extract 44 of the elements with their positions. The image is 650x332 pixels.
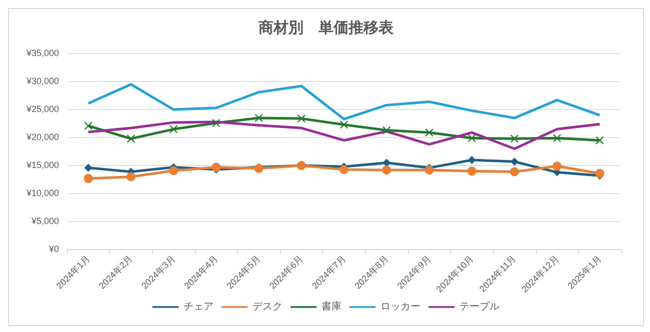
point <box>552 162 562 171</box>
point <box>169 166 178 176</box>
line-series <box>87 83 601 120</box>
point <box>510 134 518 143</box>
y-tick-label: ¥20,000 <box>25 132 59 142</box>
point <box>126 134 135 143</box>
point <box>84 174 93 183</box>
point <box>468 156 476 164</box>
y-tick-label: ¥30,000 <box>25 76 59 86</box>
legend-label: デスク <box>252 302 282 312</box>
point <box>510 158 518 166</box>
point <box>467 166 476 176</box>
point <box>424 166 434 175</box>
point <box>297 114 306 123</box>
point <box>84 122 92 130</box>
y-tick-label: ¥35,000 <box>25 48 59 58</box>
legend-label: ロッカー <box>380 302 420 312</box>
legend-label: テーブル <box>460 300 500 312</box>
point <box>425 128 434 137</box>
point <box>382 126 391 134</box>
point <box>468 134 476 142</box>
point <box>340 120 348 129</box>
y-tick-label: ¥5,000 <box>30 216 59 226</box>
point <box>84 164 92 172</box>
chart-title: 商材別 単価推移表 <box>258 18 394 36</box>
y-tick-label: ¥0 <box>48 244 59 254</box>
y-tick-label: ¥25,000 <box>25 104 59 114</box>
legend-label: チェア <box>184 302 214 312</box>
point <box>340 164 348 174</box>
point <box>382 158 391 167</box>
point <box>553 134 562 142</box>
point <box>596 136 604 144</box>
y-tick-label: ¥10,000 <box>25 188 59 198</box>
point <box>212 162 221 172</box>
point <box>212 119 220 127</box>
y-tick-label: ¥15,000 <box>25 160 59 170</box>
point <box>254 114 263 122</box>
legend-label: 書庫 <box>322 300 342 312</box>
point <box>126 172 136 182</box>
point <box>382 166 392 175</box>
point <box>510 167 519 176</box>
line-series <box>87 120 601 150</box>
point <box>170 125 178 134</box>
point <box>595 168 604 178</box>
